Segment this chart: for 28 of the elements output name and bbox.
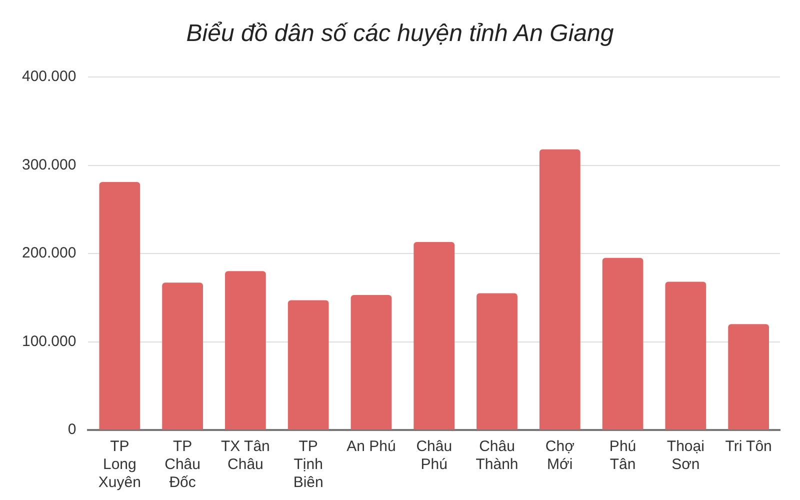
bar xyxy=(414,242,455,430)
bar xyxy=(476,293,518,430)
bar xyxy=(162,282,203,430)
x-tick-label: An Phú xyxy=(346,438,396,456)
x-tick-label: TP Tịnh Biên xyxy=(293,438,324,492)
bar xyxy=(99,182,140,430)
x-tick-label: Tri Tôn xyxy=(725,438,772,456)
y-tick-label: 300.000 xyxy=(22,156,76,174)
y-tick-label: 200.000 xyxy=(22,244,76,262)
bar xyxy=(350,294,392,430)
y-tick-label: 0 xyxy=(68,421,76,438)
x-tick-label: Châu Phú xyxy=(416,438,452,474)
bar xyxy=(539,149,580,430)
bar xyxy=(288,300,329,430)
x-tick-label: Phú Tân xyxy=(609,438,636,474)
y-tick-label: 400.000 xyxy=(22,68,76,86)
x-tick-label: TP Châu Đốc xyxy=(164,438,200,492)
x-tick-label: TX Tân Châu xyxy=(220,438,270,474)
chart-title: Biểu đồ dân số các huyện tỉnh An Giang xyxy=(185,20,615,49)
x-tick-label: Chợ Mới xyxy=(545,438,575,474)
x-tick-label: Thoại Sơn xyxy=(666,438,704,474)
x-tick-label: Châu Thành xyxy=(476,438,518,474)
bar xyxy=(602,258,644,430)
x-tick-label: TP Long Xuyên xyxy=(98,438,141,492)
bar xyxy=(225,271,266,430)
bar xyxy=(665,282,706,430)
bar xyxy=(728,324,769,430)
y-tick-label: 100.000 xyxy=(22,332,76,350)
